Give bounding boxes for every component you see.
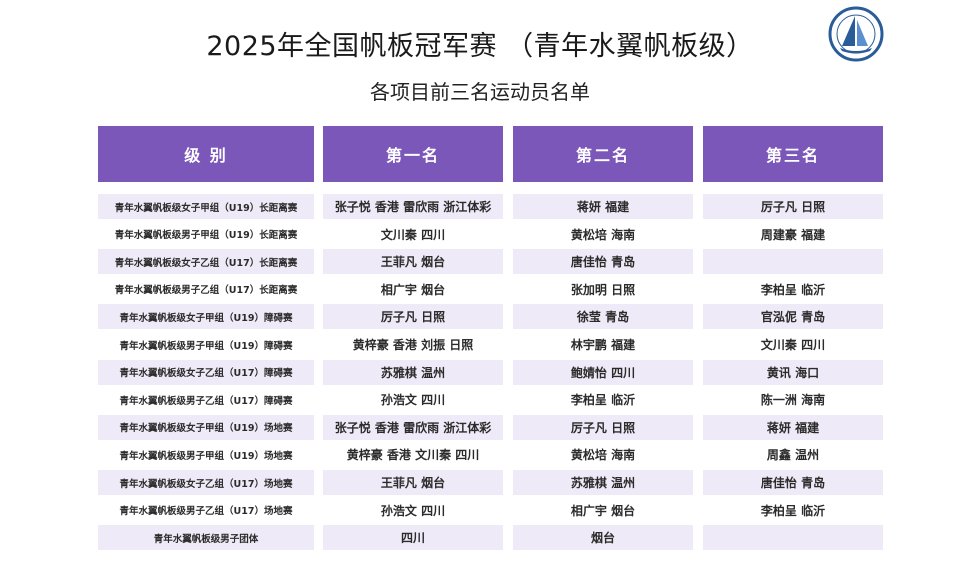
cell-first-place: 张子悦 香港 雷欣雨 浙江体彩 [323, 414, 503, 440]
cell-third-place [703, 249, 883, 275]
cell-first-place: 相广宇 烟台 [323, 276, 503, 302]
cell-second-place: 苏雅棋 温州 [513, 470, 693, 495]
cell-third-place: 李柏呈 临沂 [703, 276, 883, 302]
column-header-category: 级 别 [98, 126, 314, 182]
cell-third-place: 官泓伲 青岛 [703, 304, 883, 330]
cell-category: 青年水翼帆板级男子甲组（U19）障碍赛 [98, 332, 314, 357]
cell-second-place: 黄松培 海南 [513, 221, 693, 247]
cell-third-place: 陈一洲 海南 [703, 387, 883, 413]
cell-category: 青年水翼帆板级女子甲组（U19）障碍赛 [98, 304, 314, 330]
cell-third-place: 蒋妍 福建 [703, 414, 883, 440]
cell-second-place: 林宇鹏 福建 [513, 332, 693, 357]
cell-first-place: 张子悦 香港 雷欣雨 浙江体彩 [323, 194, 503, 219]
cell-third-place: 唐佳怡 青岛 [703, 470, 883, 495]
cell-category: 青年水翼帆板级男子甲组（U19）长距离赛 [98, 221, 314, 247]
cell-third-place: 周建豪 福建 [703, 221, 883, 247]
column-third-place: 第三名 [703, 126, 883, 182]
column-category: 级 别 [98, 126, 314, 182]
column-header-second-place: 第二名 [513, 126, 693, 182]
cell-first-place: 文川秦 四川 [323, 221, 503, 247]
cell-category: 青年水翼帆板级男子团体 [98, 525, 314, 551]
cell-first-place: 苏雅棋 温州 [323, 359, 503, 385]
cell-category: 青年水翼帆板级男子乙组（U17）长距离赛 [98, 276, 314, 302]
cell-category: 青年水翼帆板级女子甲组（U19）场地赛 [98, 414, 314, 440]
cell-category: 青年水翼帆板级男子乙组（U17）场地赛 [98, 497, 314, 523]
cell-second-place: 鲍婧怡 四川 [513, 359, 693, 385]
cell-first-place: 厉子凡 日照 [323, 304, 503, 330]
cell-second-place: 烟台 [513, 525, 693, 551]
cell-third-place: 文川秦 四川 [703, 332, 883, 357]
cell-second-place: 相广宇 烟台 [513, 497, 693, 523]
cell-third-place: 李柏呈 临沂 [703, 497, 883, 523]
cell-first-place: 孙浩文 四川 [323, 497, 503, 523]
cell-first-place: 黄梓豪 香港 文川秦 四川 [323, 442, 503, 468]
cell-third-place [703, 525, 883, 551]
cell-first-place: 王菲凡 烟台 [323, 470, 503, 495]
cell-category: 青年水翼帆板级女子乙组（U17）障碍赛 [98, 359, 314, 385]
cell-third-place: 厉子凡 日照 [703, 194, 883, 219]
cell-category: 青年水翼帆板级女子乙组（U17）场地赛 [98, 470, 314, 495]
cell-second-place: 徐莹 青岛 [513, 304, 693, 330]
cell-second-place: 蒋妍 福建 [513, 194, 693, 219]
cell-first-place: 四川 [323, 525, 503, 551]
cell-category: 青年水翼帆板级男子甲组（U19）场地赛 [98, 442, 314, 468]
cell-third-place: 黄讯 海口 [703, 359, 883, 385]
column-first-place: 第一名 [323, 126, 503, 182]
cell-second-place: 张加明 日照 [513, 276, 693, 302]
cell-second-place: 李柏呈 临沂 [513, 387, 693, 413]
column-header-first-place: 第一名 [323, 126, 503, 182]
cell-category: 青年水翼帆板级男子乙组（U17）障碍赛 [98, 387, 314, 413]
page-subtitle: 各项目前三名运动员名单 [370, 80, 590, 104]
cell-third-place: 周鑫 温州 [703, 442, 883, 468]
cell-category: 青年水翼帆板级女子甲组（U19）长距离赛 [98, 194, 314, 219]
page-title: 2025年全国帆板冠军赛 （青年水翼帆板级） [206, 31, 754, 62]
column-second-place: 第二名 [513, 126, 693, 182]
sailing-association-logo-icon [828, 6, 884, 62]
cell-first-place: 王菲凡 烟台 [323, 249, 503, 275]
cell-category: 青年水翼帆板级女子乙组（U17）长距离赛 [98, 249, 314, 275]
cell-second-place: 唐佳怡 青岛 [513, 249, 693, 275]
cell-first-place: 黄梓豪 香港 刘振 日照 [323, 332, 503, 357]
cell-second-place: 厉子凡 日照 [513, 414, 693, 440]
column-header-third-place: 第三名 [703, 126, 883, 182]
cell-second-place: 黄松培 海南 [513, 442, 693, 468]
cell-first-place: 孙浩文 四川 [323, 387, 503, 413]
